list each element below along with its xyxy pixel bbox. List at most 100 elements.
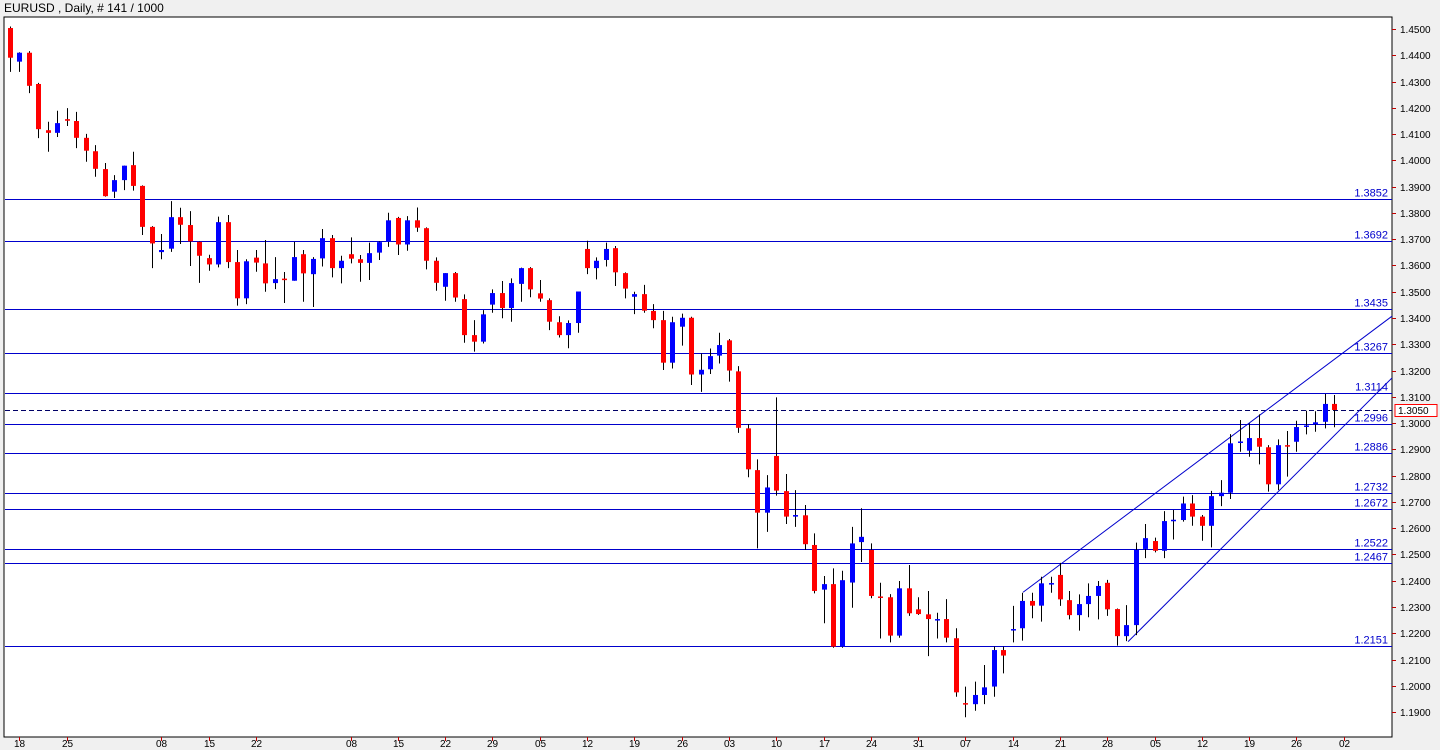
- candle-bear: [93, 151, 98, 169]
- x-tick-label: 03: [724, 739, 736, 750]
- level-label: 1.3692: [1354, 230, 1388, 242]
- x-tick-label: 05: [1150, 739, 1162, 750]
- candle-bull: [680, 317, 685, 327]
- y-tick-label: 1.2700: [1400, 498, 1431, 509]
- candle-bear: [878, 596, 883, 598]
- candle-bear: [727, 340, 732, 371]
- candle-bull: [377, 242, 382, 253]
- chart-title: EURUSD , Daily, # 141 / 1000: [4, 1, 164, 15]
- x-tick-label: 28: [1102, 739, 1114, 750]
- candle-bear: [557, 322, 562, 336]
- candle-bull: [1020, 600, 1025, 629]
- candle-bear: [462, 299, 467, 336]
- y-tick-label: 1.3900: [1400, 183, 1431, 194]
- candle-bull: [481, 314, 486, 342]
- candle-bull: [386, 220, 391, 242]
- candle-bull: [519, 268, 524, 284]
- x-tick-label: 15: [204, 739, 216, 750]
- candle-bull: [216, 222, 221, 265]
- y-tick-label: 1.4200: [1400, 104, 1431, 115]
- candle-bull: [576, 291, 581, 324]
- candle-bear: [774, 455, 779, 491]
- candle-bear: [613, 248, 618, 273]
- candle-bear: [585, 248, 590, 269]
- x-tick-label: 15: [393, 739, 405, 750]
- candle-bear: [74, 121, 79, 138]
- candle-bear: [963, 703, 968, 705]
- candle-bear: [46, 130, 51, 133]
- candle-bull: [1162, 521, 1167, 551]
- x-tick-label: 19: [1244, 739, 1256, 750]
- candle-bear: [8, 28, 13, 58]
- candle-bear: [1285, 445, 1290, 447]
- candle-bull: [1143, 538, 1148, 549]
- x-tick-label: 18: [14, 739, 26, 750]
- candle-bear: [869, 549, 874, 596]
- candle-bear: [472, 335, 477, 342]
- trendline: [1022, 315, 1393, 593]
- candle-bull: [850, 543, 855, 583]
- y-tick-label: 1.3500: [1400, 288, 1431, 299]
- bid-price-box: [1394, 404, 1438, 417]
- level-label: 1.2672: [1354, 498, 1388, 510]
- candle-bear: [424, 228, 429, 261]
- candle-bull: [311, 258, 316, 275]
- candles: [8, 26, 1337, 718]
- candle-bear: [642, 294, 647, 311]
- candle-bull: [339, 260, 344, 269]
- candle-bull: [717, 345, 722, 356]
- candle-bull: [1228, 443, 1233, 493]
- candle-bear: [528, 268, 533, 290]
- candle-bear: [150, 226, 155, 244]
- candle-bear: [1266, 447, 1271, 485]
- candle-bull: [708, 356, 713, 370]
- y-tick-label: 1.2300: [1400, 603, 1431, 614]
- y-tick-label: 1.4100: [1400, 130, 1431, 141]
- candle-bull: [1171, 519, 1176, 522]
- candle-bear: [623, 273, 628, 289]
- x-tick-label: 31: [913, 739, 925, 750]
- candle-bear: [1257, 438, 1262, 447]
- y-tick-label: 1.2500: [1400, 550, 1431, 561]
- candle-bull: [1304, 425, 1309, 427]
- y-tick-label: 1.2600: [1400, 524, 1431, 535]
- candle-bear: [330, 238, 335, 269]
- y-tick-label: 1.3000: [1400, 419, 1431, 430]
- candle-bear: [36, 83, 41, 130]
- candle-bear: [538, 293, 543, 299]
- candle-bear: [415, 220, 420, 228]
- candle-bull: [244, 261, 249, 299]
- y-tick-label: 1.4500: [1400, 25, 1431, 36]
- candle-bull: [566, 323, 571, 336]
- trendline: [1127, 377, 1393, 643]
- candle-bull: [594, 260, 599, 269]
- candle-bull: [1181, 503, 1186, 521]
- candle-bull: [1124, 625, 1129, 637]
- candle-bear: [547, 300, 552, 322]
- x-tick-label: 12: [1197, 739, 1209, 750]
- plot-area: [3, 16, 1393, 738]
- candle-bear: [188, 225, 193, 242]
- candle-bear: [812, 544, 817, 591]
- y-tick-label: 1.3100: [1400, 393, 1431, 404]
- y-tick-label: 1.2800: [1400, 472, 1431, 483]
- y-tick-label: 1.2900: [1400, 445, 1431, 456]
- candle-bull: [982, 687, 987, 695]
- level-label: 1.2151: [1354, 635, 1388, 647]
- candle-bear: [736, 371, 741, 428]
- candle-bear: [84, 137, 89, 151]
- candle-bear: [916, 609, 921, 615]
- candle-bull: [670, 322, 675, 363]
- candle-bull: [632, 294, 637, 297]
- candle-bear: [197, 241, 202, 256]
- candle-bear: [944, 619, 949, 638]
- candle-bull: [1219, 492, 1224, 497]
- candle-bear: [1153, 541, 1158, 551]
- candle-bull: [1039, 583, 1044, 606]
- level-label: 1.3435: [1354, 298, 1388, 310]
- x-tick-label: 07: [960, 739, 972, 750]
- x-tick-label: 25: [62, 739, 74, 750]
- candle-bear: [784, 491, 789, 517]
- candle-bull: [320, 238, 325, 259]
